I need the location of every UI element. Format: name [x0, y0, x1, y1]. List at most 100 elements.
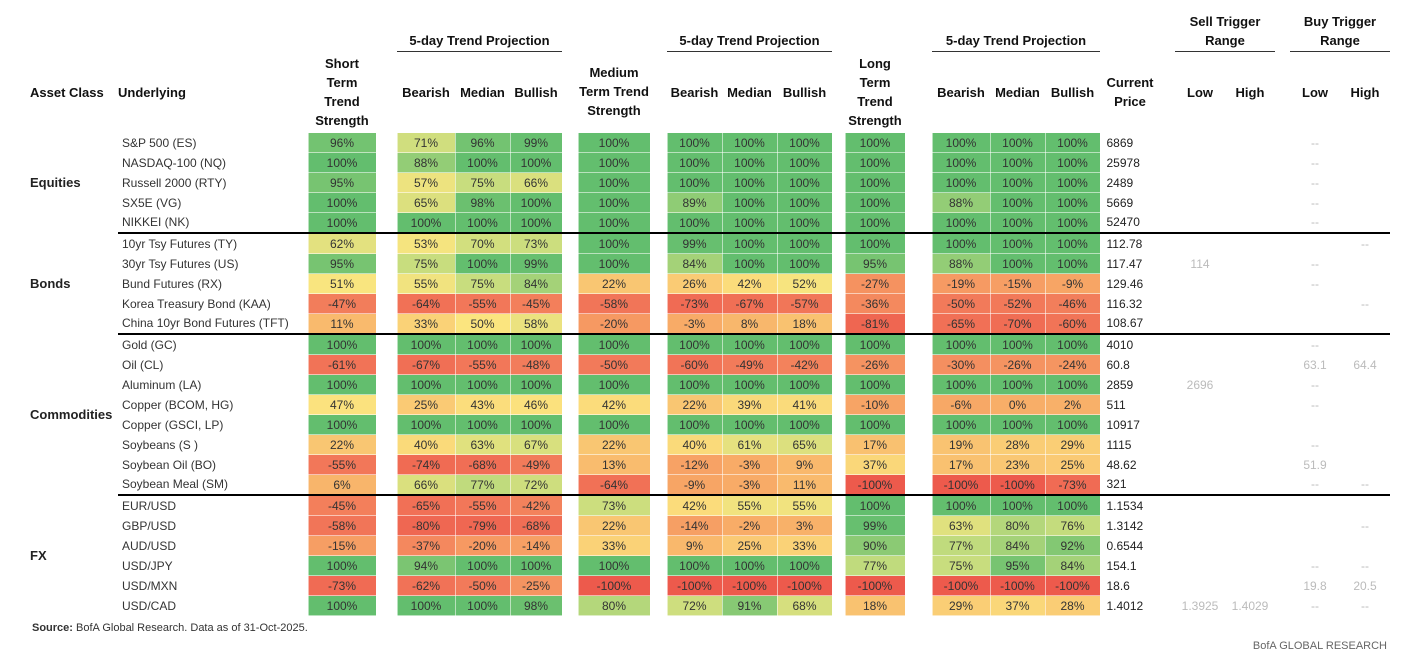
- spacer: [1275, 52, 1290, 133]
- spacer: [1275, 314, 1290, 335]
- trend-cell: -100%: [989, 575, 1046, 596]
- spacer: [650, 475, 667, 496]
- trigger: --: [1311, 437, 1319, 452]
- trend-cell: 100%: [666, 152, 723, 173]
- trend-cell: -30%: [931, 354, 991, 375]
- trend-cell: 28%: [1044, 595, 1101, 616]
- trend-cell: 23%: [989, 454, 1046, 475]
- spacer: [650, 232, 667, 254]
- trend-cell: 9%: [666, 535, 723, 556]
- underlying: GBP/USD: [122, 518, 177, 533]
- spacer: [1160, 193, 1175, 213]
- trend-cell: 77%: [454, 474, 511, 496]
- spacer: [562, 355, 578, 375]
- spacer: [832, 475, 845, 496]
- asset-class: Equities: [30, 175, 81, 191]
- spacer: [1275, 435, 1290, 455]
- spacer: [905, 254, 932, 274]
- trend-cell: 100%: [307, 414, 377, 435]
- trigger: --: [1311, 155, 1319, 170]
- trend-cell: 100%: [931, 132, 991, 153]
- trend-cell: 18%: [776, 313, 833, 335]
- spacer: [1160, 576, 1175, 596]
- trend-cell: -100%: [989, 474, 1046, 496]
- table-row: Soybeans (S ) 22% 40% 63% 67% 22% 40% 61% 65% 17%…: [30, 434, 1390, 455]
- trend-cell: -36%: [844, 293, 906, 314]
- spacer: [650, 536, 667, 556]
- table-row: Bund Futures (RX) 51% 55% 75% 84% 22% 26% 42% 52…: [30, 273, 1390, 294]
- trend-cell: 6%: [307, 474, 377, 496]
- spacer: [562, 173, 578, 193]
- spacer: [562, 6, 667, 52]
- spacer: [1275, 556, 1290, 576]
- trend-cell: 100%: [989, 232, 1046, 254]
- price: 116.32: [1106, 296, 1143, 311]
- trend-cell: 100%: [396, 333, 456, 355]
- price: 2489: [1106, 175, 1134, 190]
- underlying: Soybean Oil (BO): [122, 457, 217, 472]
- trend-cell: 100%: [577, 212, 651, 234]
- spacer: [562, 516, 578, 536]
- price: 6869: [1106, 135, 1134, 150]
- empty-cell: [1175, 475, 1225, 496]
- spacer: [905, 294, 932, 314]
- spacer: [650, 173, 667, 193]
- trend-cell: 100%: [931, 374, 991, 395]
- trend-cell: 95%: [989, 555, 1046, 576]
- trend-cell: -62%: [396, 575, 456, 596]
- trend-cell: 68%: [776, 595, 833, 616]
- trend-cell: -61%: [307, 354, 377, 375]
- spacer: [905, 415, 932, 435]
- spacer: [832, 52, 845, 133]
- trend-cell: 100%: [307, 374, 377, 395]
- trend-cell: -19%: [931, 273, 991, 294]
- spacer: [832, 576, 845, 596]
- underlying: China 10yr Bond Futures (TFT): [122, 316, 289, 331]
- trend-cell: -3%: [666, 313, 723, 335]
- trend-cell: 43%: [454, 394, 511, 415]
- empty-cell: [1175, 294, 1225, 314]
- table-row: Oil (CL) -61% -67% -55% -48% -50% -60% -49% -42%…: [30, 354, 1390, 375]
- trend-cell: 100%: [844, 152, 906, 173]
- trend-cell: 50%: [454, 313, 511, 335]
- trend-cell: 100%: [577, 172, 651, 193]
- trend-cell: 40%: [396, 434, 456, 455]
- empty-cell: [1225, 516, 1275, 536]
- trend-cell: -37%: [396, 535, 456, 556]
- trend-cell: 75%: [454, 273, 511, 294]
- table-row: Soybean Meal (SM) 6% 66% 77% 72% -64% -9% -3% 11…: [30, 474, 1390, 496]
- underlying: 30yr Tsy Futures (US): [122, 256, 239, 271]
- spacer: [1160, 294, 1175, 314]
- empty-cell: [1175, 435, 1225, 455]
- trend-cell: -73%: [666, 293, 723, 314]
- spacer: [905, 596, 932, 616]
- spacer: [650, 52, 667, 133]
- trigger: --: [1361, 558, 1369, 573]
- trend-cell: -10%: [844, 394, 906, 415]
- trend-cell: 100%: [396, 212, 456, 234]
- column-header: Bearish: [937, 84, 985, 100]
- trend-cell: -3%: [721, 454, 778, 475]
- trend-cell: -9%: [1044, 273, 1101, 294]
- trend-cell: 100%: [509, 374, 563, 395]
- trend-cell: -58%: [577, 293, 651, 314]
- trend-cell: -20%: [454, 535, 511, 556]
- spacer: [832, 455, 845, 475]
- trend-cell: 100%: [577, 333, 651, 355]
- spacer: [1160, 494, 1175, 516]
- trend-cell: 84%: [1044, 555, 1101, 576]
- trend-cell: -15%: [989, 273, 1046, 294]
- empty-cell: [1225, 294, 1275, 314]
- column-header: Asset Class: [30, 84, 104, 100]
- price: 4010: [1100, 333, 1160, 355]
- trend-cell: 100%: [721, 132, 778, 153]
- empty-cell: [1290, 536, 1340, 556]
- empty-cell: [1290, 516, 1340, 536]
- spacer: [376, 232, 397, 254]
- trend-cell: 51%: [307, 273, 377, 294]
- spacer: [650, 294, 667, 314]
- spacer: [832, 536, 845, 556]
- empty-cell: [1225, 536, 1275, 556]
- trend-cell: -67%: [721, 293, 778, 314]
- empty-cell: [1175, 556, 1225, 576]
